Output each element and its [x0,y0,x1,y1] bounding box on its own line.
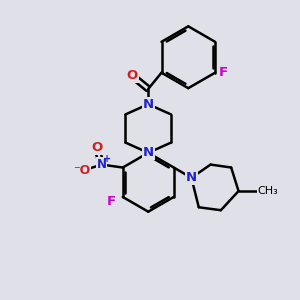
Text: F: F [107,195,116,208]
Text: N: N [186,171,197,184]
Text: F: F [219,66,228,79]
Text: O: O [92,141,103,154]
Text: O: O [126,69,138,82]
Text: ⁻O: ⁻O [73,164,91,177]
Text: N: N [143,98,154,111]
Text: N: N [97,158,106,171]
Text: N: N [143,146,154,159]
Text: +: + [103,154,111,164]
Text: CH₃: CH₃ [257,186,278,196]
